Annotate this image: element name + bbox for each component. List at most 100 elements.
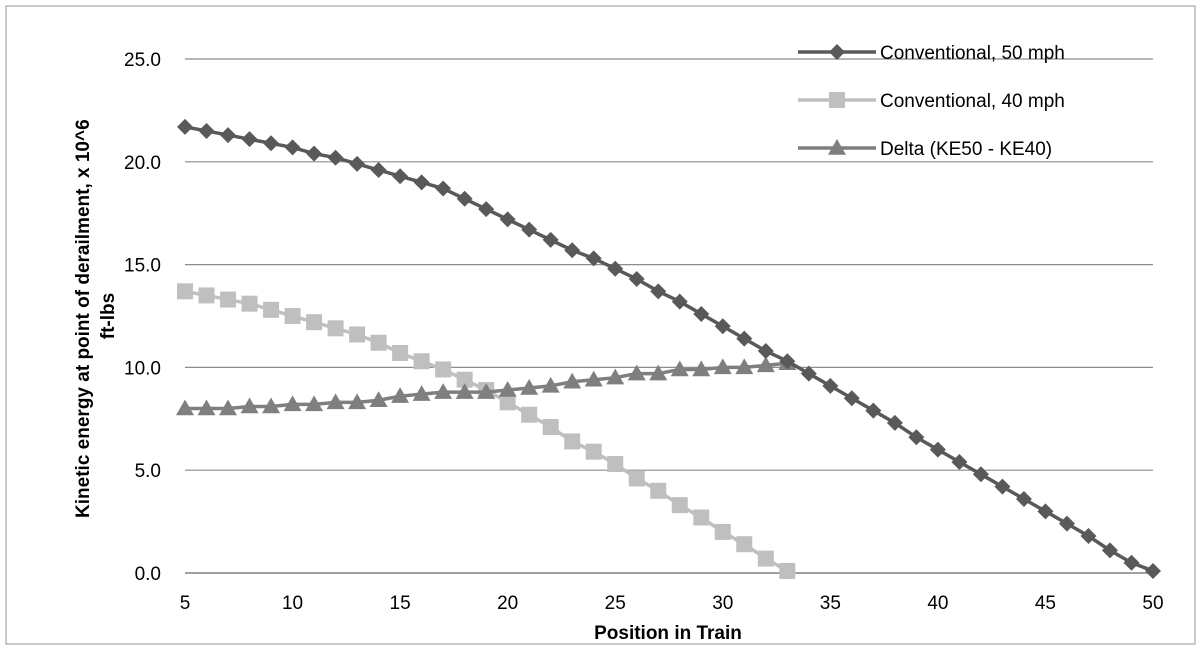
- data-point: [456, 190, 473, 207]
- data-point: [521, 221, 538, 238]
- data-point: [412, 385, 431, 401]
- x-tick-label: 30: [712, 593, 733, 614]
- data-point: [542, 231, 559, 248]
- data-point: [779, 353, 796, 370]
- data-point: [757, 342, 774, 359]
- data-point: [584, 370, 603, 387]
- data-point: [370, 162, 387, 179]
- data-point: [198, 122, 215, 139]
- data-point: [843, 390, 860, 407]
- data-point: [521, 406, 538, 423]
- data-point: [607, 456, 624, 473]
- x-tick-label: 50: [1142, 593, 1163, 614]
- y-tick-label: 10.0: [124, 358, 161, 379]
- data-point: [627, 364, 646, 381]
- data-point: [585, 443, 602, 460]
- chart-border: [5, 5, 1196, 645]
- data-point: [564, 433, 581, 450]
- data-point: [756, 356, 775, 373]
- data-point: [198, 287, 215, 304]
- data-point: [1058, 515, 1075, 532]
- data-point: [220, 127, 237, 144]
- series-group: [176, 118, 1161, 579]
- x-axis-title: Position in Train: [594, 623, 742, 644]
- data-point: [800, 365, 817, 382]
- data-point: [392, 345, 409, 362]
- data-point: [284, 308, 301, 324]
- data-point: [369, 391, 388, 408]
- data-point: [714, 523, 731, 540]
- data-point: [541, 376, 560, 393]
- y-tick-label: 20.0: [124, 153, 161, 174]
- data-point: [435, 361, 452, 378]
- data-point: [649, 364, 668, 381]
- data-point: [886, 414, 903, 431]
- data-point: [499, 211, 516, 228]
- y-axis-title: Kinetic energy at point of derailment, x…: [73, 114, 119, 518]
- y-tick-label: 0.0: [135, 564, 161, 585]
- y-tick-label: 5.0: [135, 461, 161, 482]
- x-tick-label: 15: [390, 593, 411, 614]
- data-point: [693, 305, 710, 322]
- data-point: [1037, 503, 1054, 520]
- legend-entry: Conventional, 40 mph: [798, 91, 1065, 112]
- legend-entry: Delta (KE50 - KE40): [798, 139, 1052, 160]
- data-point: [671, 497, 688, 514]
- data-point: [736, 330, 753, 347]
- data-point: [757, 550, 774, 567]
- data-point: [177, 283, 193, 300]
- data-point: [542, 419, 559, 436]
- data-point: [197, 399, 216, 416]
- data-point: [455, 383, 474, 399]
- data-point: [564, 242, 581, 259]
- data-point: [327, 320, 344, 337]
- series-line: [184, 125, 1154, 573]
- data-point: [736, 536, 753, 553]
- x-tick-label: 5: [180, 593, 191, 614]
- x-tick-label: 25: [605, 593, 626, 614]
- data-point: [176, 399, 194, 416]
- data-point: [779, 562, 796, 579]
- legend-label: Conventional, 40 mph: [880, 91, 1065, 112]
- data-point: [305, 395, 324, 412]
- data-point: [1123, 554, 1140, 571]
- data-point: [435, 180, 452, 197]
- data-point: [650, 283, 667, 300]
- data-point: [1101, 542, 1118, 559]
- x-tick-label: 45: [1035, 593, 1056, 614]
- data-point: [628, 470, 645, 487]
- data-point: [370, 334, 387, 351]
- data-point: [477, 383, 496, 399]
- data-point: [241, 295, 258, 312]
- data-point: [240, 397, 259, 414]
- data-point: [929, 441, 946, 458]
- data-point: [391, 387, 410, 403]
- data-point: [1015, 490, 1032, 507]
- legend-entry: Conventional, 50 mph: [798, 43, 1065, 64]
- data-point: [349, 155, 366, 172]
- x-axis-tick-labels: 5 10 15 20 25 30 35 40 45 50: [180, 593, 1164, 614]
- data-point: [520, 378, 539, 395]
- legend-label: Conventional, 50 mph: [880, 43, 1065, 64]
- data-point: [607, 260, 624, 277]
- legend-marker: [828, 139, 846, 155]
- data-point: [735, 358, 754, 375]
- data-point: [563, 372, 582, 389]
- data-point: [714, 318, 731, 335]
- data-point: [456, 371, 473, 388]
- data-point: [951, 453, 968, 470]
- data-point: [713, 358, 732, 375]
- data-point: [972, 466, 989, 483]
- data-point: [326, 393, 345, 410]
- data-point: [498, 381, 517, 397]
- data-point: [650, 482, 667, 499]
- data-point: [327, 149, 344, 166]
- data-point: [434, 383, 453, 399]
- legend-label: Delta (KE50 - KE40): [880, 139, 1052, 160]
- data-point: [263, 135, 280, 152]
- data-point: [306, 145, 323, 162]
- data-point: [994, 478, 1011, 495]
- data-point: [671, 293, 688, 310]
